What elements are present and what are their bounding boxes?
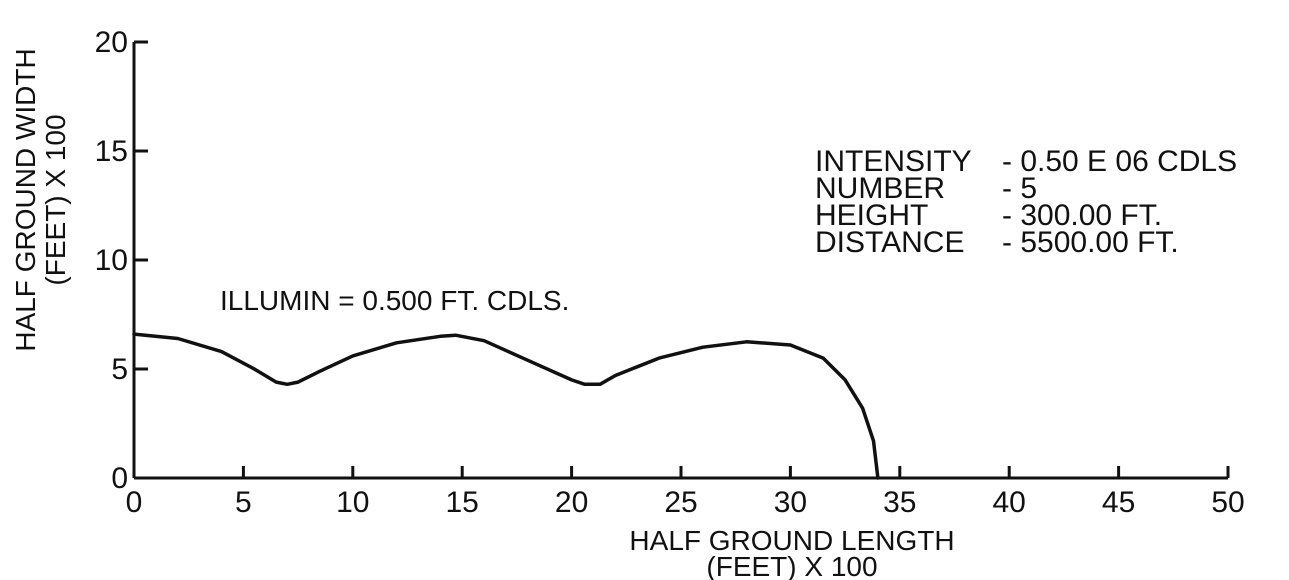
y-axis-title-line2: (FEET) X 100 xyxy=(40,114,71,285)
info-block: INTENSITY - 0.50 E 06 CDLS NUMBER - 5 HE… xyxy=(815,145,1237,259)
y-tick-label: 10 xyxy=(95,244,128,277)
x-tick-label: 0 xyxy=(126,486,143,519)
y-tick-label: 15 xyxy=(95,135,128,168)
x-tick-label: 10 xyxy=(336,486,369,519)
x-tick-label: 45 xyxy=(1102,486,1135,519)
info-value-distance: - 5500.00 FT. xyxy=(1002,226,1179,259)
x-tick-label: 35 xyxy=(883,486,916,519)
info-value-height: - 300.00 FT. xyxy=(1002,199,1162,232)
y-tick-label: 5 xyxy=(111,353,128,386)
curve-group xyxy=(132,332,880,480)
info-value-number: - 5 xyxy=(1002,172,1037,205)
illumin-annotation: ILLUMIN = 0.500 FT. CDLS. xyxy=(220,285,569,316)
illumination-contour-line xyxy=(132,332,880,480)
x-tick-label: 30 xyxy=(774,486,807,519)
x-axis-title-line2: (FEET) X 100 xyxy=(706,551,877,580)
info-value-intensity: - 0.50 E 06 CDLS xyxy=(1002,145,1237,178)
x-tick-label: 20 xyxy=(555,486,588,519)
y-tick-label: 0 xyxy=(111,462,128,495)
x-tick-label: 25 xyxy=(664,486,697,519)
x-tick-label: 50 xyxy=(1211,486,1244,519)
y-axis-title-line1: HALF GROUND WIDTH xyxy=(10,48,41,351)
info-label-height: HEIGHT xyxy=(815,199,928,232)
axes: 0 5 10 15 20 25 30 35 40 45 50 0 5 10 15 20 xyxy=(95,26,1245,519)
info-label-distance: DISTANCE xyxy=(815,226,964,259)
x-tick-label: 5 xyxy=(235,486,252,519)
info-label-number: NUMBER xyxy=(815,172,945,205)
x-axis-title-line1: HALF GROUND LENGTH xyxy=(629,525,954,556)
x-tick-label: 15 xyxy=(446,486,479,519)
info-label-intensity: INTENSITY xyxy=(815,145,972,178)
y-tick-label: 20 xyxy=(95,26,128,59)
x-tick-label: 40 xyxy=(993,486,1026,519)
